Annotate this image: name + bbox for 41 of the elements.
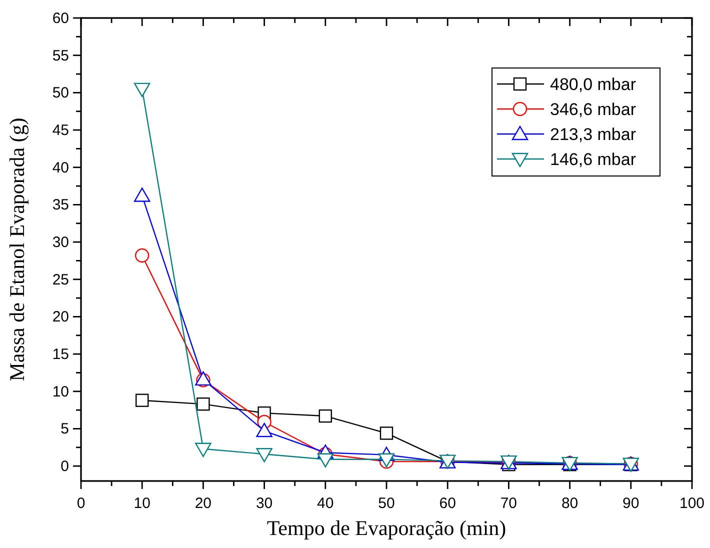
y-tick-label: 5 [60,420,69,438]
point [136,394,149,407]
point [135,248,150,263]
x-tick-label: 10 [134,495,150,512]
x-tick-label: 20 [194,495,212,512]
y-tick-label: 50 [52,84,69,102]
legend-label: 480,0 mbar [550,75,636,94]
x-tick-label: 90 [622,495,640,512]
point [195,442,212,457]
point [196,397,210,411]
point [318,409,332,423]
y-tick-label: 30 [52,234,69,252]
y-tick-label: 25 [52,271,69,288]
x-tick-label: 70 [500,495,518,512]
x-tick-label: 30 [256,495,273,512]
x-tick-label: 0 [76,495,86,512]
y-axis-title: Massa de Etanol Evaporada (g) [5,118,29,382]
x-axis-title: Tempo de Evaporação (min) [266,516,506,540]
point [317,453,334,468]
x-tick-label: 50 [378,495,395,512]
legend-label: 213,3 mbar [550,125,636,144]
point [380,426,394,440]
y-tick-label: 55 [52,47,69,64]
x-tick-label: 100 [679,495,705,512]
legend-label: 146,6 mbar [550,150,636,169]
x-tick-label: 40 [317,495,334,512]
y-tick-label: 35 [52,196,69,214]
legend-label: 346,6 mbar [550,100,636,119]
point [256,448,272,462]
x-tick-label: 60 [439,495,456,512]
point [256,422,272,438]
y-tick-label: 45 [52,122,69,140]
y-tick-label: 40 [52,159,69,176]
y-tick-label: 60 [52,10,69,27]
x-tick-label: 80 [561,495,578,512]
y-tick-label: 10 [52,383,69,400]
point [134,188,150,202]
point [134,82,150,98]
y-tick-label: 15 [52,346,69,364]
y-tick-label: 0 [60,458,69,476]
y-tick-label: 20 [52,308,69,326]
